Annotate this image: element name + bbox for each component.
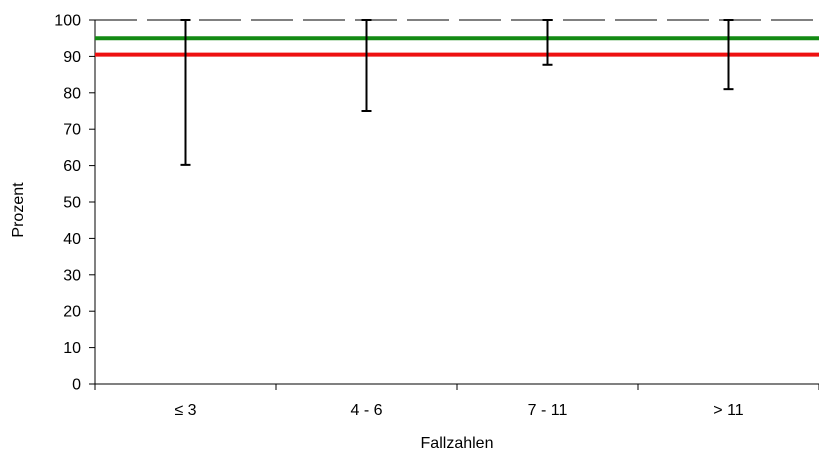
y-tick-label: 30 xyxy=(63,267,81,284)
y-tick-label: 0 xyxy=(72,377,81,394)
y-tick-label: 80 xyxy=(63,85,81,102)
x-tick-label: ≤ 3 xyxy=(174,402,196,419)
y-tick-label: 70 xyxy=(63,122,81,139)
y-tick-label: 90 xyxy=(63,49,81,66)
y-tick-label: 50 xyxy=(63,195,81,212)
y-tick-label: 100 xyxy=(54,13,81,30)
y-axis: 0 10 20 30 40 50 60 70 80 90 100 xyxy=(54,13,95,394)
x-tick-label: 7 - 11 xyxy=(528,402,568,419)
y-axis-title: Prozent xyxy=(10,182,27,238)
y-tick-label: 20 xyxy=(63,304,81,321)
y-tick-label: 60 xyxy=(63,158,81,175)
x-axis: ≤ 3 4 - 6 7 - 11 > 11 xyxy=(94,384,819,419)
plot-frame xyxy=(94,19,819,385)
y-tick-label: 10 xyxy=(63,340,81,357)
x-tick-label: 4 - 6 xyxy=(350,402,382,419)
y-tick-label: 40 xyxy=(63,231,81,248)
error-bars xyxy=(180,19,734,166)
x-tick-label: > 11 xyxy=(713,402,744,419)
x-axis-title: Fallzahlen xyxy=(421,435,494,452)
reference-lines xyxy=(95,36,819,57)
